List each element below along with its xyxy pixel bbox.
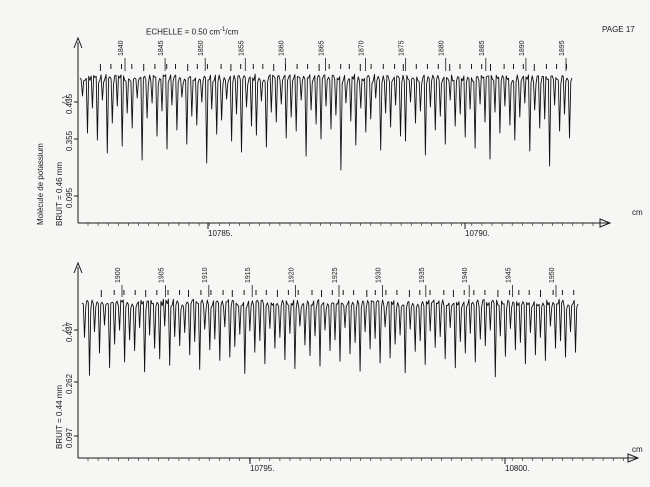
x-tick-label: 10790. [465,229,489,238]
line-number-label: 1920 [289,267,296,283]
spectrum-trace [79,73,573,171]
y-axis-arrow [73,261,83,274]
y-tick-label: 0.095 [65,187,74,208]
line-number-label: 1935 [419,267,426,283]
y-tick-label: 0.262 [65,373,74,394]
line-number-label: 1930 [375,267,382,283]
x-axis-arrow [599,218,612,228]
sign-label: (-) [61,324,70,332]
line-number-label: 1885 [479,40,486,56]
line-number-label: 1940 [462,267,469,283]
line-number-label: 1850 [198,40,205,56]
line-number-label: 1900 [115,267,122,283]
line-number-label: 1925 [332,267,339,283]
line-number-label: 1895 [559,40,566,56]
line-number-label: 1915 [245,267,252,283]
line-number-label: 1840 [118,40,125,56]
noise-label-2: BRUIT = 0.44 mm [55,384,64,449]
y-tick-label: 0.437 [65,321,74,342]
line-number-label: 1870 [359,40,366,56]
page-number: PAGE 17 [602,25,635,34]
line-number-label: 1875 [399,40,406,56]
y-axis-arrow [73,36,83,49]
line-number-label: 1945 [506,267,513,283]
line-number-label: 1890 [519,40,526,56]
x-tick-label: 10800. [505,464,529,473]
x-unit-2: cm [632,445,643,454]
x-axis-arrow [627,453,640,463]
y-tick-label: 0.435 [65,93,74,114]
y-tick-label: 0.097 [65,427,74,448]
sign-label: (-) [61,96,70,104]
noise-label-1: BRUIT = 0.46 mm [55,161,64,226]
x-unit-1: cm [632,208,643,217]
spectrum-panel-top [73,36,612,229]
line-number-label: 1905 [158,267,165,283]
y-tick-label: 0.355 [65,130,74,151]
line-number-label: 1860 [278,40,285,56]
line-number-label: 1910 [202,267,209,283]
x-tick-label: 10785. [208,229,232,238]
x-tick-label: 10795. [250,464,274,473]
molecule-label: Molécule de potassium [36,143,45,225]
line-number-label: 1855 [238,40,245,56]
line-number-label: 1845 [158,40,165,56]
line-number-label: 1950 [549,267,556,283]
line-number-label: 1880 [439,40,446,56]
spectrum-panel-bottom [73,261,640,464]
line-number-label: 1865 [318,40,325,56]
spectrum-trace [81,298,579,378]
scale-label: ECHELLE = 0.50 cm-1/cm [146,27,239,37]
